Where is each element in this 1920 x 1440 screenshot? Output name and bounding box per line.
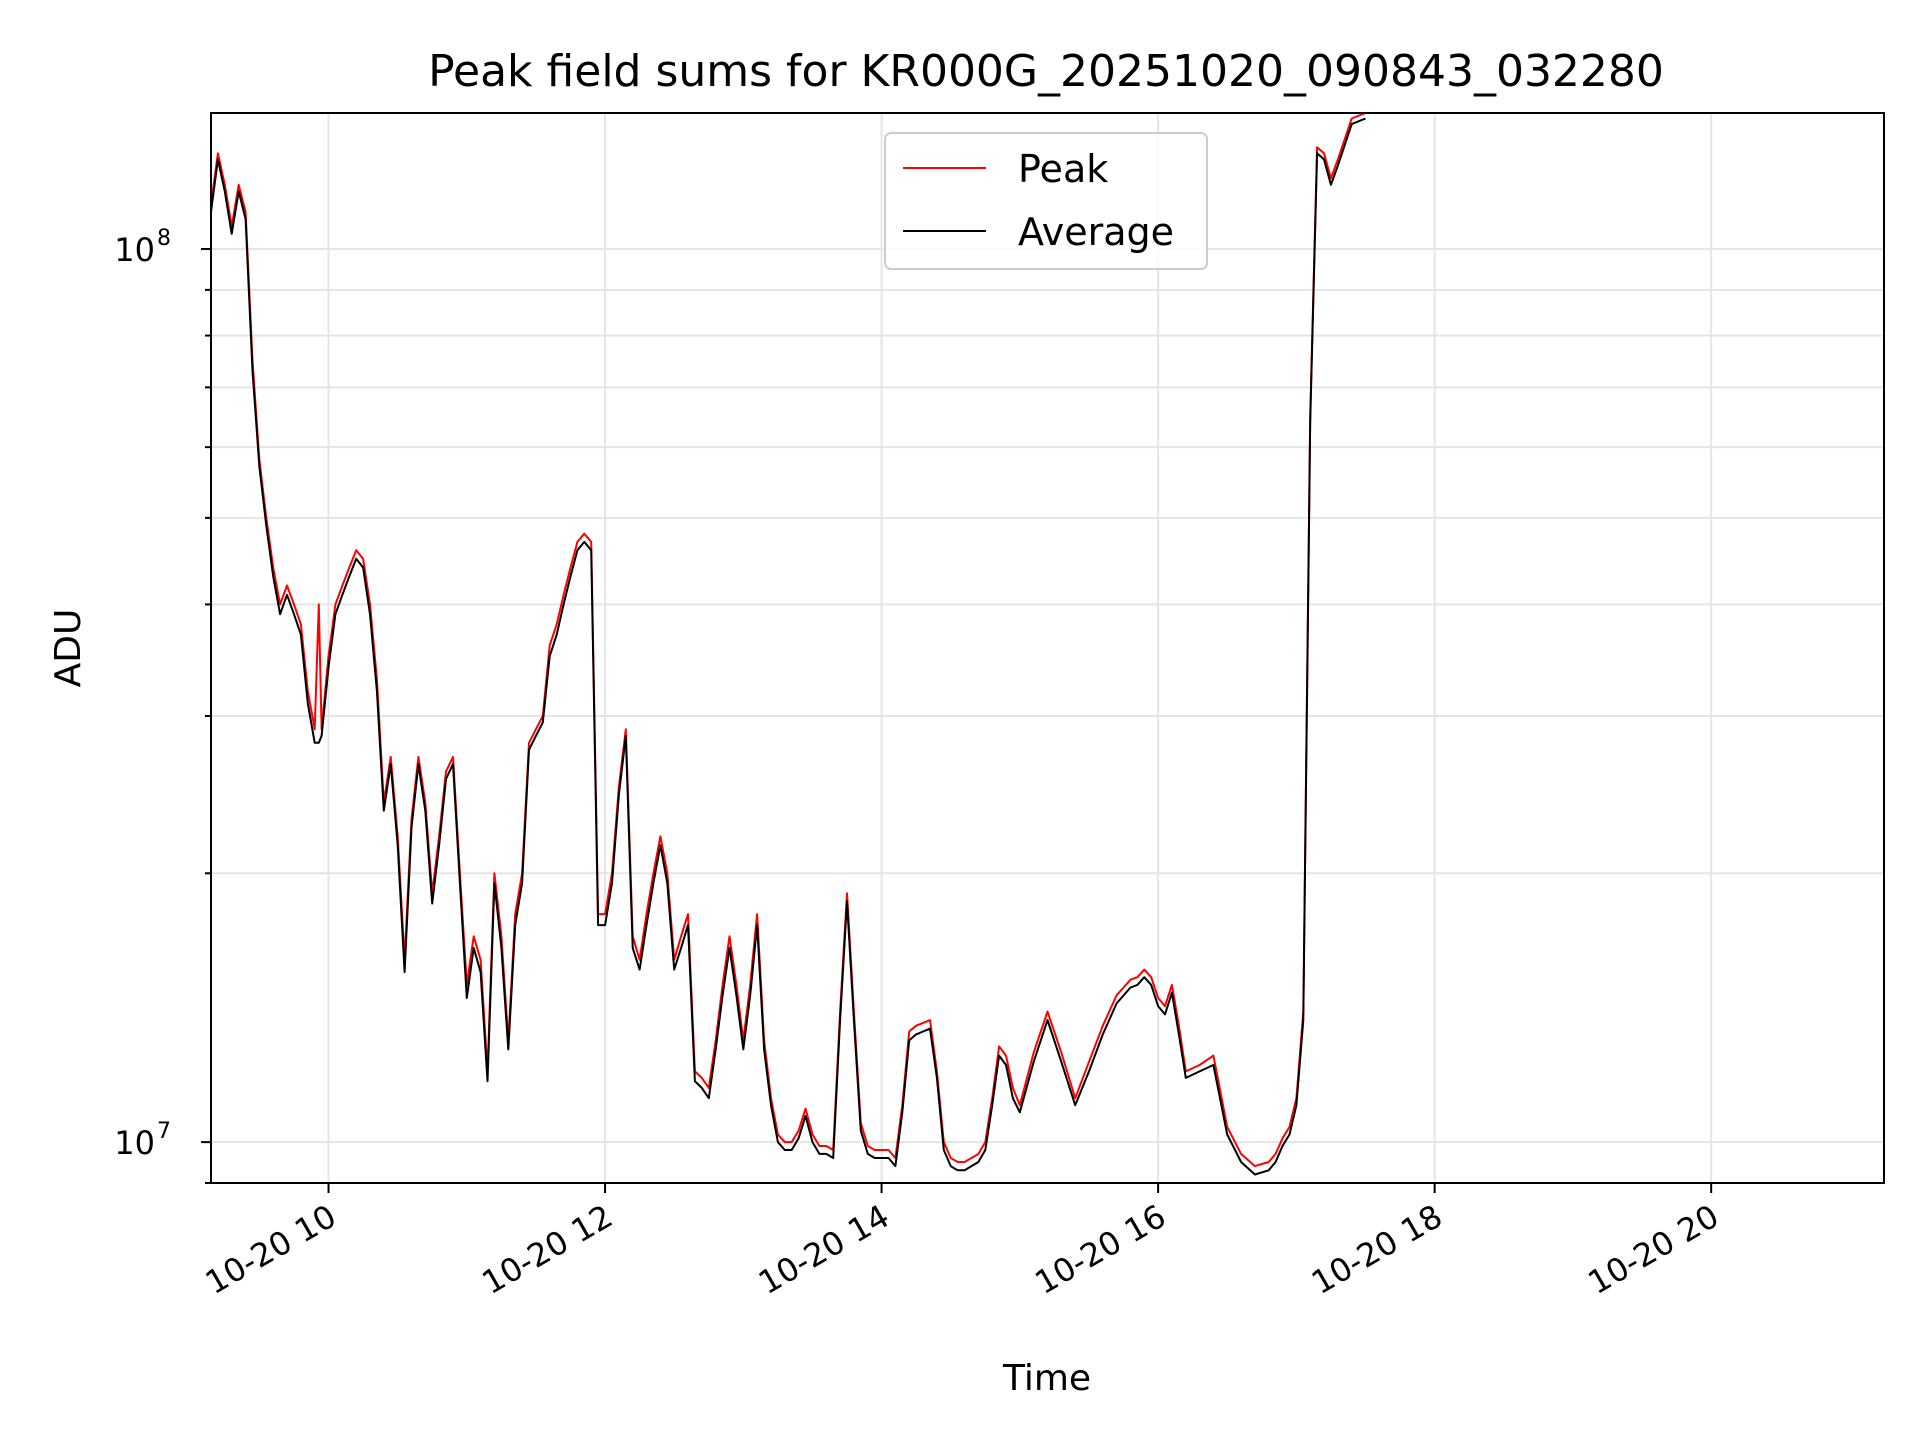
- series-lines: [210, 112, 1366, 1176]
- legend-average-label: Average: [1018, 210, 1174, 254]
- chart-title: Peak field sums for KR000G_20251020_0908…: [428, 46, 1664, 97]
- plot-frame: [210, 112, 1885, 1184]
- series-line-average: [210, 117, 1366, 1176]
- x-axis-label: Time: [1002, 1358, 1091, 1399]
- y-axis-label: ADU: [48, 609, 89, 688]
- legend-peak-label: Peak: [1018, 147, 1108, 191]
- y-tick-label: 10: [114, 231, 155, 269]
- y-tick-exponent: 8: [157, 226, 171, 251]
- legend: Peak Average: [884, 132, 1208, 270]
- y-tick-label: 10: [114, 1124, 155, 1162]
- y-tick-exponent: 7: [157, 1119, 171, 1144]
